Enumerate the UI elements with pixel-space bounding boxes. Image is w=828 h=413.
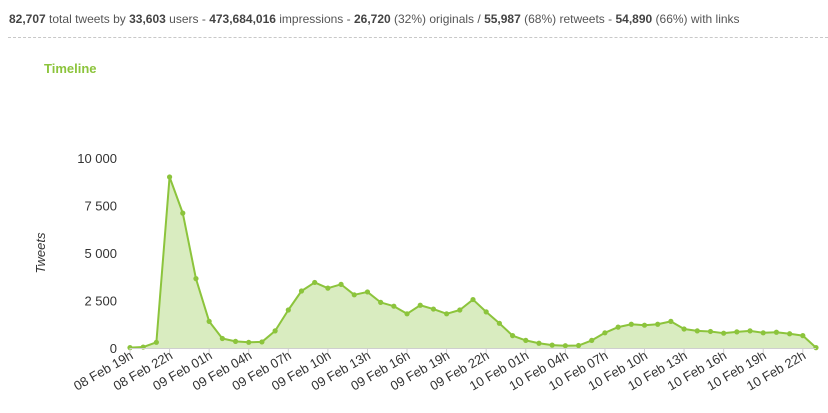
data-point [641,322,648,328]
data-point [681,326,687,332]
data-point [787,331,793,337]
retweets-label: (68%) retweets - [524,12,613,26]
data-point [457,307,463,313]
data-point [707,328,714,335]
retweets-count: 55,987 [484,12,521,26]
series-area [130,177,816,348]
data-point [800,333,806,339]
data-point [523,337,529,343]
data-point [206,318,212,324]
data-point [694,328,700,334]
data-point [444,311,450,317]
summary-stats: 82,707 total tweets by 33,603 users - 47… [9,12,740,26]
data-point [378,299,384,305]
data-point [655,321,661,327]
data-point [391,303,397,309]
section-title: Timeline [44,61,97,76]
data-point [575,342,582,349]
impressions-label: impressions - [279,12,351,26]
data-point [325,285,331,291]
data-point [180,210,186,216]
data-point [813,345,819,351]
user-count: 33,603 [129,12,166,26]
data-point [773,329,780,335]
data-point [417,302,423,308]
data-point [404,311,410,317]
data-point [364,289,371,295]
data-point [193,276,199,282]
y-tick-label: 5 000 [84,246,117,261]
y-axis-label: Tweets [33,232,48,273]
data-point [536,340,542,346]
data-point [760,330,766,336]
data-point [246,339,252,345]
data-point [747,328,753,334]
data-point [259,339,265,345]
data-point [298,288,305,294]
data-point [496,320,502,326]
y-tick-label: 7 500 [84,199,117,214]
data-point [232,338,239,344]
data-point [602,330,608,336]
y-tick-label: 0 [110,341,117,356]
y-tick-label: 2 500 [84,294,117,309]
links-label: (66%) with links [655,12,740,26]
data-point [312,279,318,286]
data-point [589,337,595,343]
data-point [351,292,357,298]
data-point [668,318,674,324]
data-point [721,330,727,336]
tweet-count-label: total tweets by [49,12,126,26]
links-count: 54,890 [615,12,653,26]
data-point [153,339,159,345]
tweet-count: 82,707 [9,12,46,26]
data-point [549,342,555,348]
data-point [470,296,476,303]
data-point [285,307,291,313]
data-point [562,343,568,349]
data-point [734,329,740,335]
data-point [166,174,173,180]
originals-label: (32%) originals / [394,12,481,26]
divider [8,37,828,38]
user-count-label: users - [169,12,206,26]
data-point [509,333,516,339]
data-point [615,324,621,330]
originals-count: 26,720 [353,12,391,26]
data-point [483,309,489,315]
y-tick-label: 10 000 [77,151,117,166]
data-point [219,335,225,342]
data-point [272,328,278,334]
data-point [430,306,437,312]
data-point [338,281,344,287]
impressions-count: 473,684,016 [209,12,276,26]
data-point [628,321,634,327]
